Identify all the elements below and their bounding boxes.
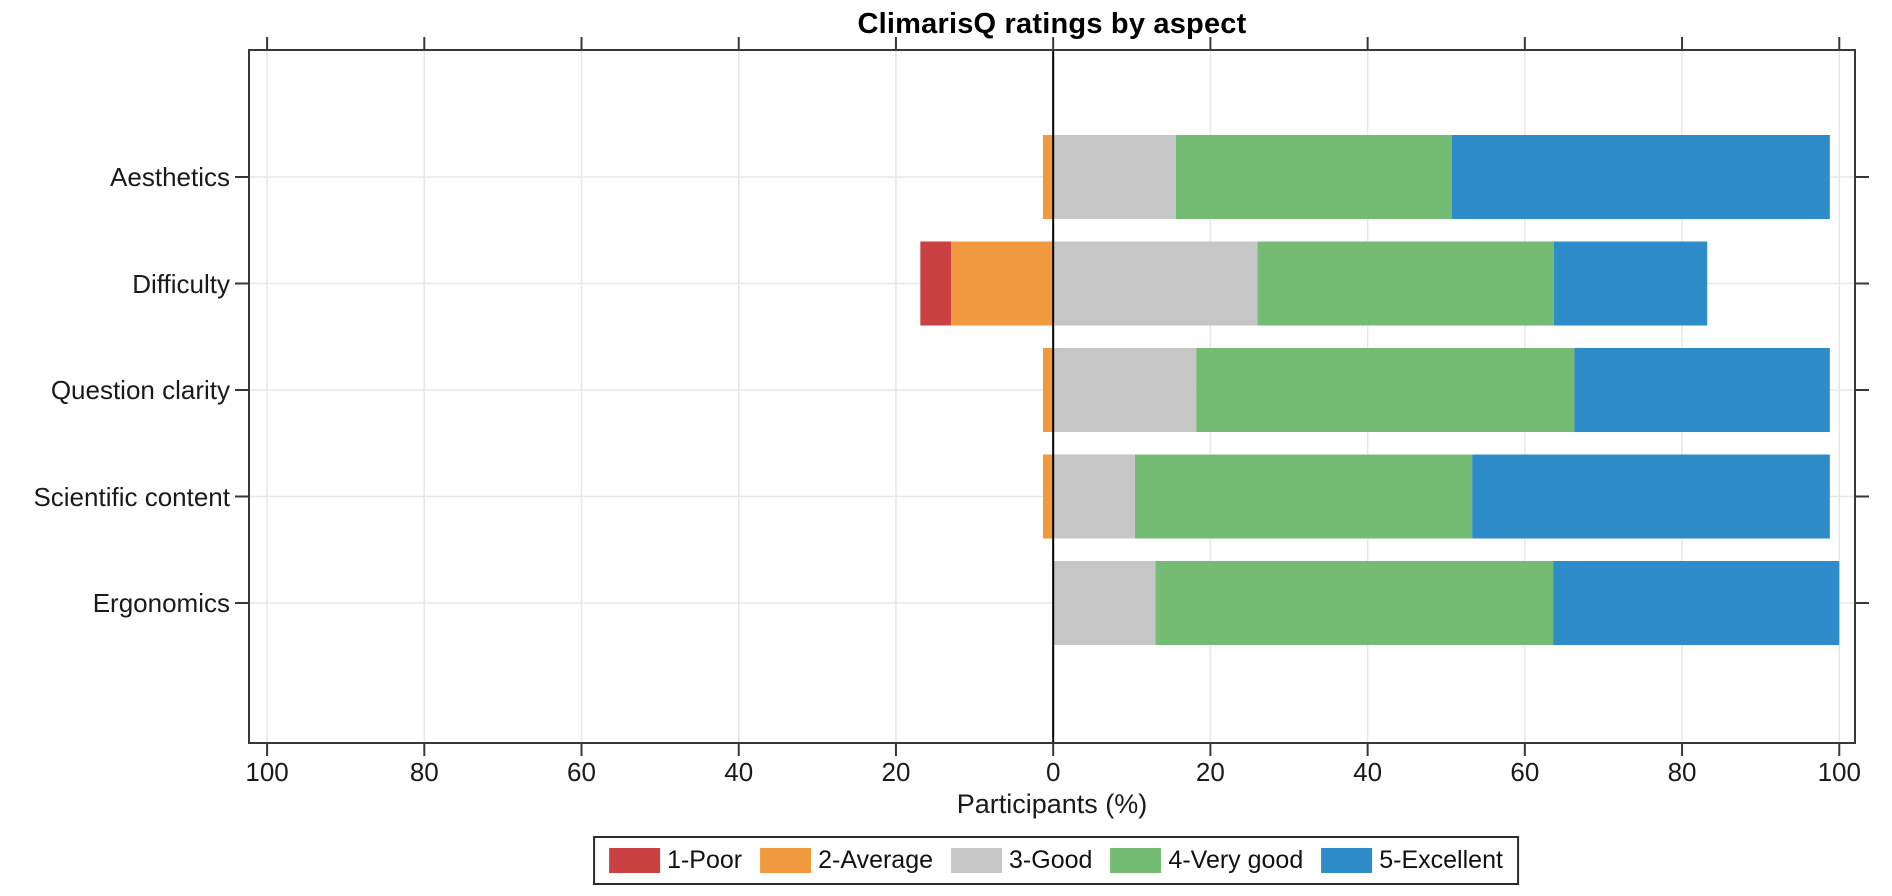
legend-label: 2-Average — [818, 846, 934, 874]
legend-swatch-icon — [760, 848, 812, 873]
x-tick-label: 100 — [245, 757, 289, 787]
bar-segment-5-excellent — [1553, 241, 1708, 326]
legend-label: 4-Very good — [1168, 846, 1304, 874]
legend-label: 5-Excellent — [1379, 846, 1503, 874]
bar-segment-5-excellent — [1472, 454, 1830, 539]
bar-segment-2-average — [1042, 348, 1054, 432]
bar-segment-2-average — [1042, 135, 1054, 219]
legend: 1-Poor 2-Average 3-Good 4-Very good 5-Excell… — [593, 836, 1519, 885]
plot-frame — [248, 49, 1856, 744]
legend-item-5-excellent: 5-Excellent — [1321, 846, 1503, 875]
x-tick-label: 60 — [1510, 757, 1540, 787]
x-tick-label: 0 — [1045, 757, 1061, 787]
bar-segment-4-very-good — [1257, 241, 1554, 326]
x-axis-title: Participants (%) — [956, 789, 1148, 819]
bar-segment-3-good — [1053, 135, 1176, 219]
bar-segment-4-very-good — [1175, 135, 1452, 219]
legend-item-2-average: 2-Average — [760, 846, 933, 875]
x-tick-label: 60 — [567, 757, 596, 787]
x-tick-label: 20 — [881, 757, 911, 787]
bar-segment-2-average — [1042, 454, 1054, 539]
bar-segment-2-average — [950, 241, 1054, 326]
bar-segment-5-excellent — [1574, 348, 1830, 432]
legend-item-3-good: 3-Good — [951, 846, 1092, 875]
bar-segment-3-good — [1053, 561, 1156, 645]
legend-swatch-icon — [609, 848, 661, 873]
x-tick-label: 80 — [1667, 757, 1697, 787]
chart-title: ClimarisQ ratings by aspect — [857, 8, 1247, 40]
x-tick-label: 100 — [1817, 757, 1861, 787]
legend-item-1-poor: 1-Poor — [609, 846, 742, 875]
legend-swatch-icon — [951, 848, 1003, 873]
legend-label: 1-Poor — [667, 846, 743, 874]
y-axis-label-difficulty: Difficulty — [132, 268, 230, 299]
bar-segment-3-good — [1053, 241, 1258, 326]
bar-segment-1-poor — [920, 241, 951, 326]
bar-segment-4-very-good — [1155, 561, 1554, 645]
bar-segment-4-very-good — [1134, 454, 1473, 539]
legend-item-4-very-good: 4-Very good — [1110, 846, 1303, 875]
bar-segment-3-good — [1053, 454, 1135, 539]
x-tick-label: 20 — [1195, 757, 1225, 787]
x-tick-label: 40 — [1353, 757, 1383, 787]
bar-segment-4-very-good — [1196, 348, 1575, 432]
legend-swatch-icon — [1321, 848, 1373, 873]
legend-swatch-icon — [1110, 848, 1162, 873]
x-tick-label: 40 — [724, 757, 754, 787]
bar-segment-5-excellent — [1451, 135, 1830, 219]
bar-segment-5-excellent — [1553, 561, 1840, 645]
y-axis-label-aesthetics: Aesthetics — [110, 162, 230, 192]
y-axis-label-question-clarity: Question clarity — [50, 375, 230, 405]
x-tick-label: 80 — [409, 757, 439, 787]
y-axis-label-scientific-content: Scientific content — [33, 481, 230, 512]
y-axis-label-ergonomics: Ergonomics — [92, 588, 230, 618]
bar-segment-3-good — [1053, 348, 1197, 432]
legend-label: 3-Good — [1009, 846, 1093, 874]
